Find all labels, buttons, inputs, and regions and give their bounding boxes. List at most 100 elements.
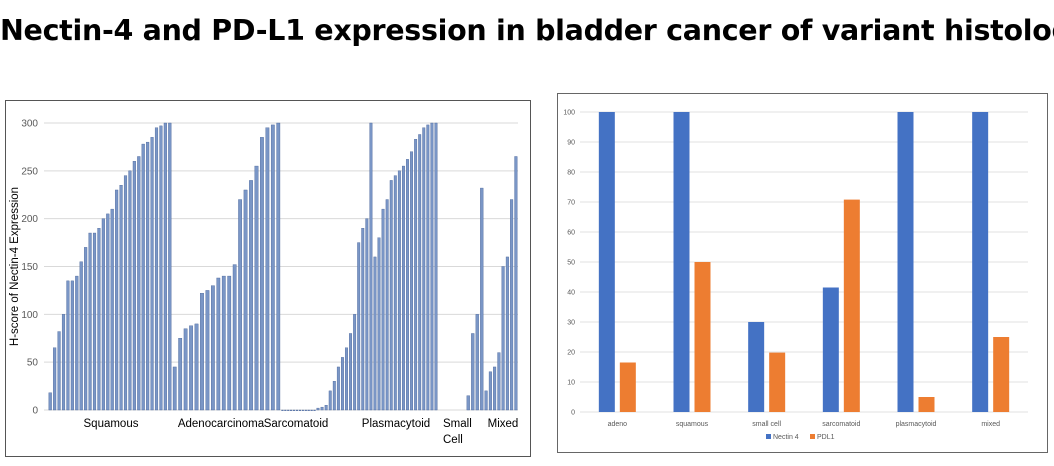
bar bbox=[410, 151, 414, 411]
y-tick-label: 300 bbox=[21, 119, 38, 130]
bar bbox=[287, 409, 290, 411]
bar bbox=[249, 180, 253, 411]
y-tick-label: 20 bbox=[567, 350, 575, 357]
bar bbox=[313, 409, 316, 411]
bar bbox=[310, 409, 313, 411]
bar bbox=[61, 314, 66, 411]
bar bbox=[189, 325, 193, 411]
bar-nectin4 bbox=[598, 112, 615, 412]
bar bbox=[497, 352, 501, 411]
bar bbox=[200, 293, 204, 411]
bar bbox=[66, 280, 70, 411]
bar bbox=[270, 124, 275, 411]
x-category-label: Plasmacytoid bbox=[362, 418, 430, 430]
bar bbox=[373, 256, 377, 411]
bar bbox=[163, 122, 167, 411]
bar bbox=[232, 264, 237, 411]
nectin4-hscore-chart: 0 50 100 150 200 250 300 H-score of Nectin-4 Ex… bbox=[5, 100, 531, 457]
bar bbox=[183, 328, 188, 411]
x-category-label: adeno bbox=[608, 421, 628, 428]
bar bbox=[401, 165, 405, 411]
bar bbox=[265, 127, 270, 411]
bar bbox=[276, 122, 281, 411]
x-category-label: mixed bbox=[981, 421, 1000, 428]
bar bbox=[284, 409, 287, 411]
bar bbox=[227, 275, 232, 411]
bar bbox=[293, 409, 296, 411]
bar bbox=[172, 366, 177, 411]
bar bbox=[426, 124, 430, 411]
bar bbox=[53, 347, 57, 411]
bar bbox=[332, 381, 336, 411]
bar bbox=[221, 275, 226, 411]
bar bbox=[316, 407, 320, 411]
bar bbox=[110, 208, 114, 411]
x-category-label: small cell bbox=[752, 421, 781, 428]
bar bbox=[320, 406, 324, 411]
bar bbox=[290, 409, 293, 411]
bar bbox=[137, 156, 141, 411]
bar-pdl1 bbox=[993, 337, 1010, 412]
expression-comparison-chart-plot: 0 10 20 30 40 50 60 70 80 90 100 adeno squamous small… bbox=[563, 110, 1028, 441]
bar bbox=[514, 156, 518, 411]
bar bbox=[132, 161, 136, 411]
bar bbox=[57, 331, 61, 411]
y-tick-label: 40 bbox=[567, 290, 575, 297]
bar bbox=[205, 290, 210, 411]
x-category-label: squamous bbox=[676, 421, 709, 428]
bar bbox=[211, 285, 215, 411]
bar bbox=[353, 314, 357, 411]
bar bbox=[79, 261, 83, 411]
bar bbox=[281, 409, 284, 411]
bar-pdl1 bbox=[843, 199, 860, 412]
bar bbox=[406, 159, 409, 411]
legend-swatch bbox=[766, 434, 771, 439]
bar-pdl1 bbox=[619, 362, 636, 412]
bar bbox=[178, 338, 183, 411]
bar bbox=[336, 366, 340, 411]
bar bbox=[365, 218, 369, 411]
legend-swatch bbox=[810, 434, 815, 439]
bar bbox=[430, 122, 434, 411]
y-tick-label: 50 bbox=[567, 260, 575, 267]
bar bbox=[422, 127, 426, 411]
nectin4-hscore-chart-plot: 0 50 100 150 200 250 300 H-score of Nectin-4 Ex… bbox=[9, 119, 518, 447]
bar bbox=[501, 266, 505, 411]
bar bbox=[84, 247, 88, 411]
bar bbox=[295, 409, 299, 411]
bar bbox=[505, 256, 509, 411]
x-category-label: Squamous bbox=[84, 418, 139, 430]
bar bbox=[48, 392, 52, 411]
bar bbox=[115, 189, 119, 411]
y-tick-label: 100 bbox=[563, 110, 575, 117]
y-tick-label: 70 bbox=[567, 200, 575, 207]
bar bbox=[88, 232, 92, 411]
y-tick-label: 200 bbox=[21, 214, 38, 225]
bar-nectin4 bbox=[822, 287, 839, 412]
bar bbox=[349, 333, 353, 411]
legend-label: Nectin 4 bbox=[773, 434, 799, 441]
bar bbox=[260, 137, 264, 411]
bar-pdl1 bbox=[694, 262, 711, 412]
y-tick-label: 0 bbox=[571, 410, 575, 417]
bar bbox=[70, 280, 74, 411]
bar bbox=[418, 134, 422, 411]
bar bbox=[480, 187, 484, 411]
bar bbox=[97, 228, 101, 411]
bar bbox=[397, 170, 401, 411]
bar bbox=[434, 122, 438, 411]
bar-nectin4 bbox=[897, 112, 914, 412]
bar bbox=[216, 277, 221, 411]
bar bbox=[154, 127, 159, 411]
bar bbox=[146, 141, 150, 411]
bar bbox=[484, 390, 488, 411]
y-tick-label: 60 bbox=[567, 230, 575, 237]
y-tick-label: 50 bbox=[27, 358, 39, 369]
bar bbox=[238, 199, 242, 411]
bar bbox=[168, 122, 172, 411]
bar bbox=[414, 139, 418, 411]
y-tick-label: 100 bbox=[21, 310, 38, 321]
x-category-label: plasmacytoid bbox=[896, 421, 937, 428]
slide-title: Nectin-4 and PD-L1 expression in bladder… bbox=[0, 14, 1054, 47]
bar bbox=[101, 218, 105, 411]
